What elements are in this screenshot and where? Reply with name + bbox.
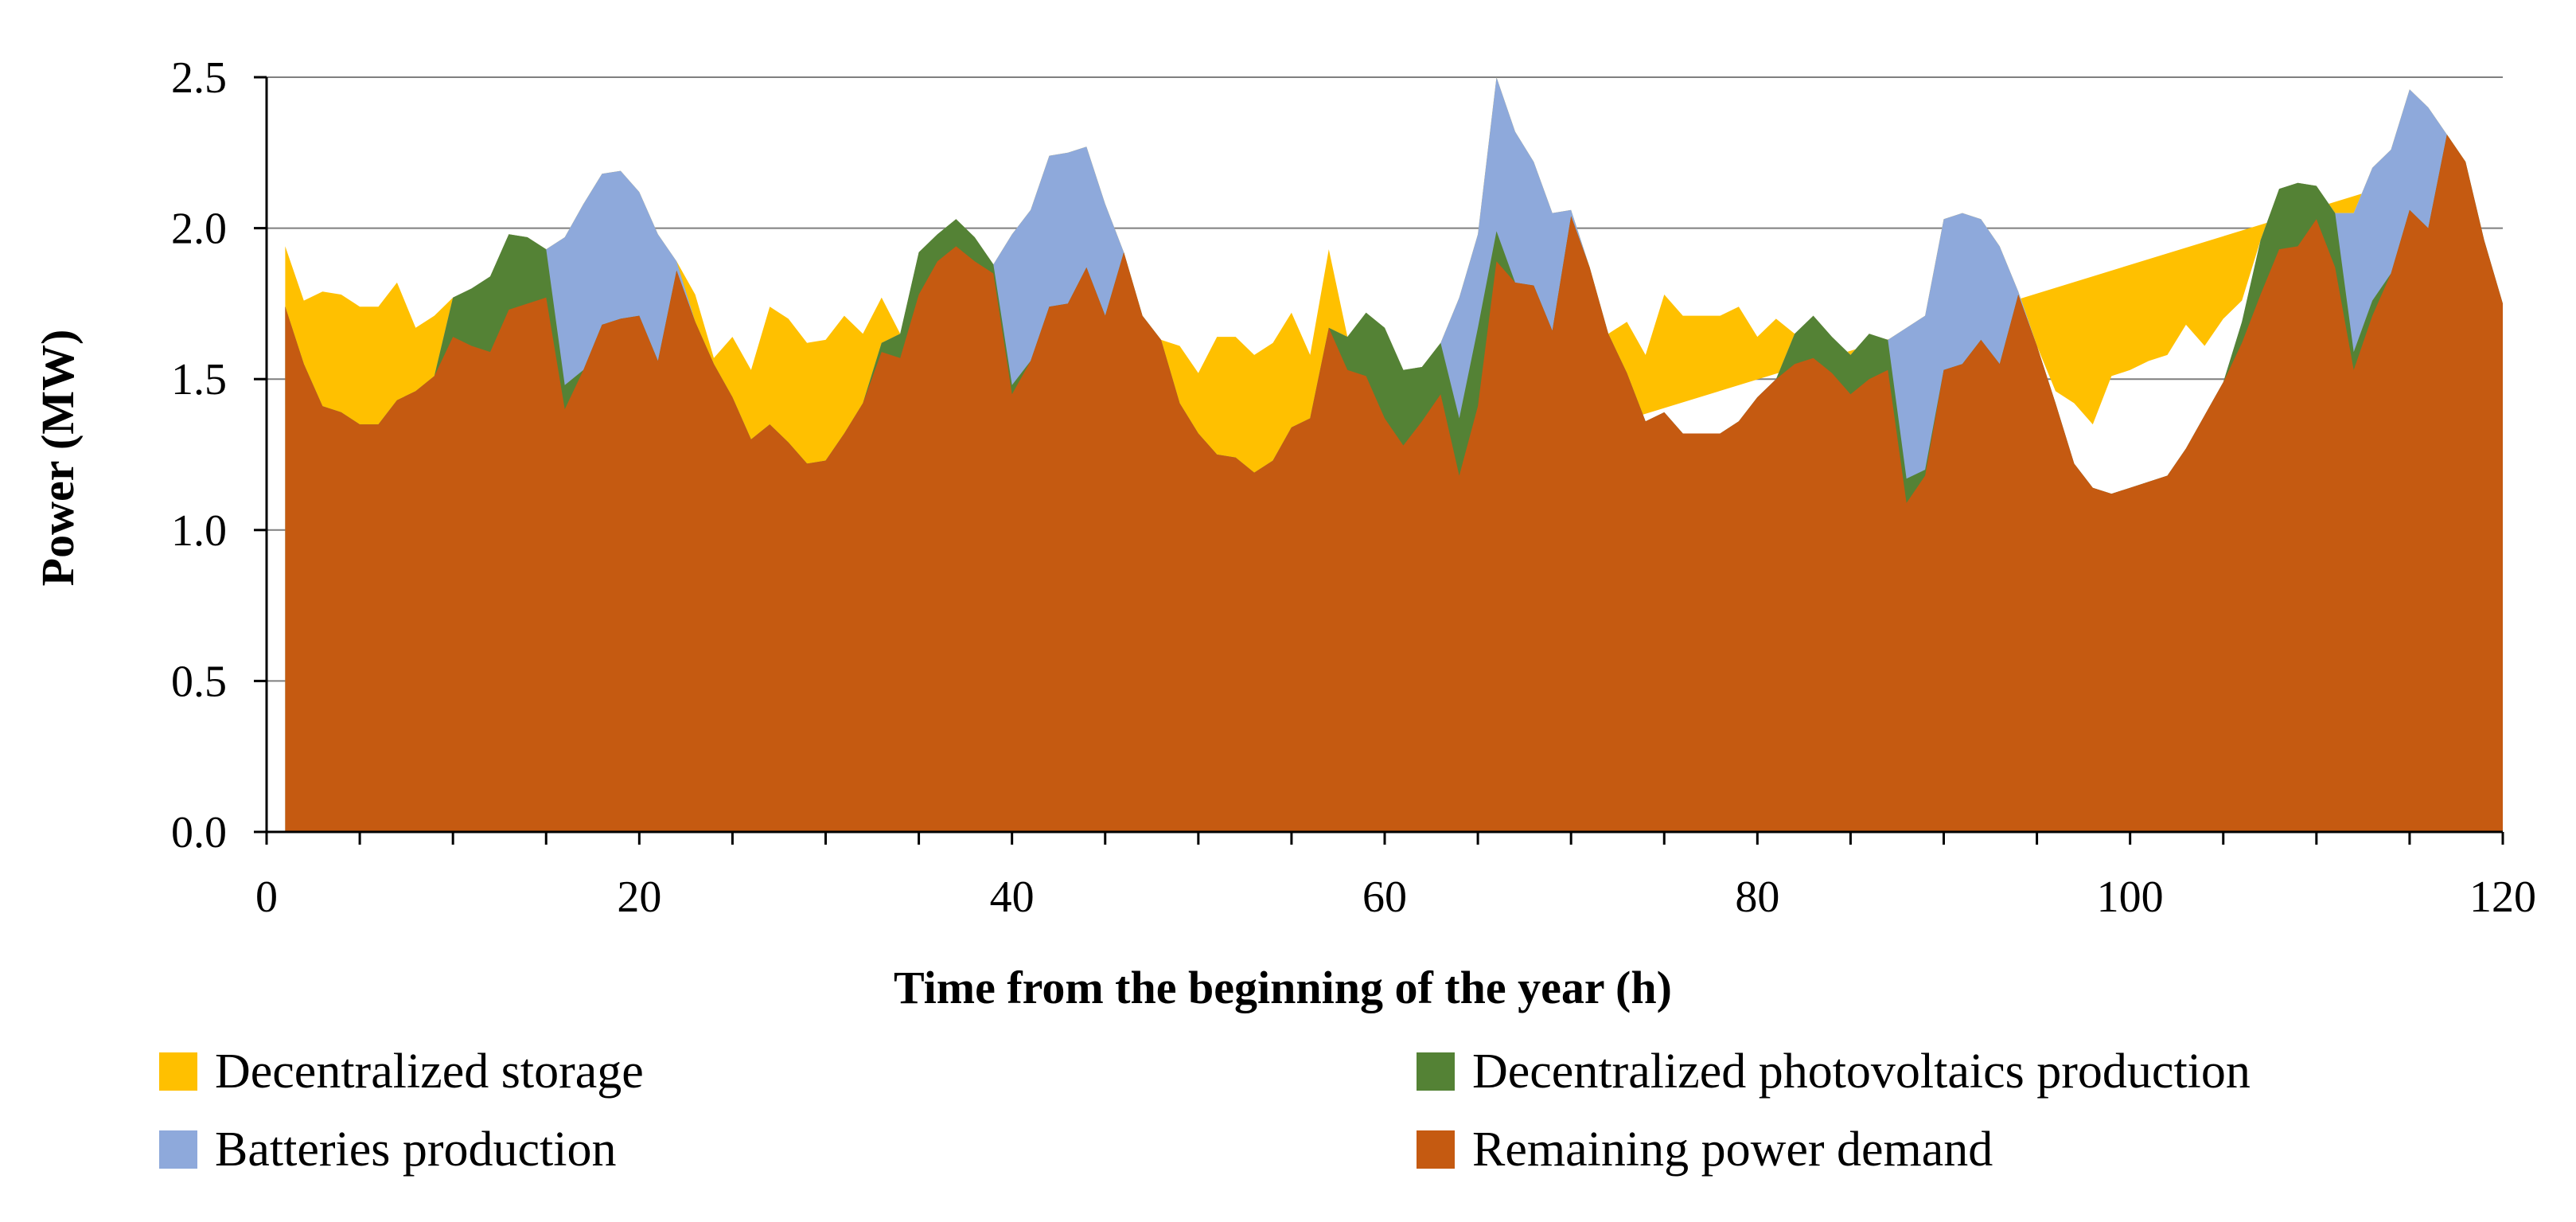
legend-swatch-remaining-power-demand <box>1417 1130 1455 1169</box>
x-axis-title: Time from the beginning of the year (h) <box>894 962 1672 1013</box>
legend-swatch-decentralized-photovoltaics <box>1417 1052 1455 1091</box>
area-remaining-power-demand <box>285 135 2504 832</box>
y-tick-label-5: 2.5 <box>171 53 227 103</box>
x-tick-label-2: 40 <box>990 873 1035 922</box>
y-axis-title: Power (MW) <box>32 330 84 587</box>
tick-labels: 0.0 0.5 1.0 1.5 2.0 2.5 0 20 40 60 80 100 120 <box>171 53 2536 922</box>
legend-swatch-decentralized-storage <box>159 1052 197 1091</box>
y-tick-label-1: 0.5 <box>171 657 227 706</box>
legend-swatch-batteries-production <box>159 1130 197 1169</box>
legend: Decentralized storage Decentralized phot… <box>159 1044 2251 1177</box>
x-tick-label-0: 0 <box>255 873 278 922</box>
legend-label-decentralized-storage: Decentralized storage <box>215 1044 644 1099</box>
y-tick-label-4: 2.0 <box>171 205 227 254</box>
x-tick-label-4: 80 <box>1735 873 1779 922</box>
y-tick-label-3: 1.5 <box>171 355 227 404</box>
x-tick-label-3: 60 <box>1362 873 1407 922</box>
x-tick-label-1: 20 <box>617 873 661 922</box>
legend-label-decentralized-photovoltaics: Decentralized photovoltaics production <box>1472 1044 2251 1099</box>
legend-label-remaining-power-demand: Remaining power demand <box>1472 1122 1993 1177</box>
axes <box>254 76 2504 845</box>
y-tick-label-0: 0.0 <box>171 808 227 857</box>
y-tick-label-2: 1.0 <box>171 506 227 556</box>
x-tick-label-5: 100 <box>2097 873 2164 922</box>
stacked-areas <box>285 77 2504 832</box>
x-tick-label-6: 120 <box>2469 873 2536 922</box>
legend-label-batteries-production: Batteries production <box>215 1122 616 1177</box>
